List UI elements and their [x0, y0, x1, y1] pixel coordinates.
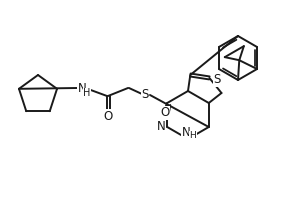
Text: S: S	[214, 73, 221, 86]
Text: N: N	[78, 82, 86, 95]
Text: H: H	[190, 132, 196, 140]
Text: N: N	[182, 127, 190, 140]
Text: O: O	[160, 106, 170, 119]
Text: S: S	[141, 88, 149, 102]
Text: O: O	[103, 110, 112, 122]
Text: N: N	[157, 120, 166, 134]
Text: H: H	[83, 88, 91, 98]
